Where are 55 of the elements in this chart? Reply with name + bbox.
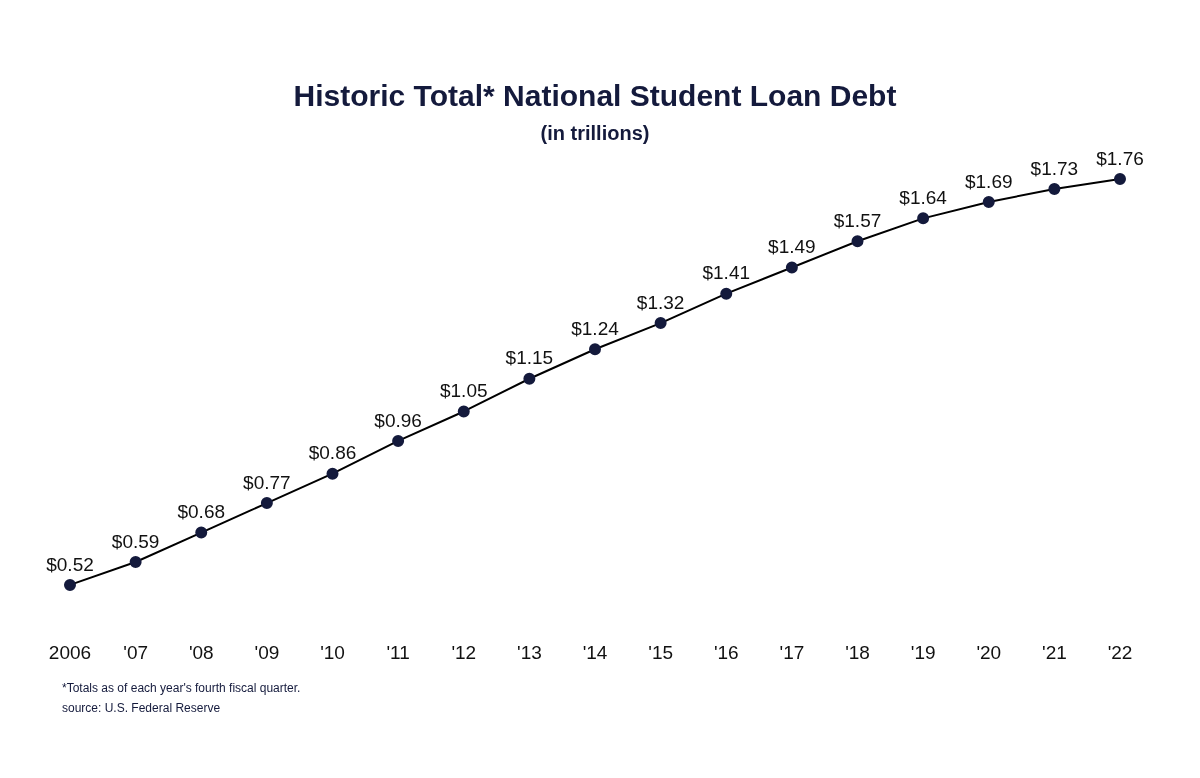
data-label: $1.73 [1030, 157, 1079, 179]
x-tick-label: '22 [1107, 641, 1133, 663]
data-label: $1.76 [1096, 147, 1144, 169]
data-label: $0.52 [46, 553, 94, 575]
point [589, 343, 601, 356]
point [785, 261, 798, 274]
data-label: $1.24 [571, 318, 620, 340]
chart-subtitle: (in trillions) [540, 121, 650, 144]
point [326, 467, 339, 480]
point [1114, 173, 1126, 186]
point [64, 578, 76, 591]
x-tick-label: '18 [845, 641, 870, 663]
data-label: $0.68 [177, 501, 226, 523]
text: *Totals as of each year's fourth fiscal quarter. [62, 681, 301, 695]
data-label: $1.64 [899, 187, 948, 209]
x-tick-label: '08 [188, 641, 214, 663]
point [392, 434, 405, 447]
point [982, 196, 995, 208]
x-tick-label: '07 [123, 641, 149, 663]
point [851, 235, 864, 248]
data-label: $1.41 [702, 262, 751, 284]
point [129, 556, 142, 569]
point [654, 317, 667, 330]
data-label: $1.05 [439, 380, 488, 402]
source-note: source: U.S. Federal Reserve [62, 701, 221, 715]
point [1048, 182, 1061, 195]
x-tick-label: '11 [386, 641, 410, 663]
x-tick-label: '14 [582, 641, 608, 663]
chart-title: Historic Total* National Student Loan Debt [293, 79, 897, 113]
x-tick-label: '13 [516, 641, 542, 663]
x-tick-label: 2006 [48, 641, 92, 663]
x-tick-label: '17 [779, 641, 805, 663]
point [195, 526, 208, 539]
x-tick-label: '21 [1041, 641, 1067, 663]
point [917, 212, 930, 225]
point [457, 405, 470, 418]
x-tick-label: '16 [713, 641, 739, 663]
x-tick-label: '19 [910, 641, 936, 663]
data-label: $1.32 [636, 291, 685, 313]
data-label: $0.77 [243, 471, 291, 493]
data-label: $1.57 [833, 210, 882, 232]
x-tick-label: '20 [976, 641, 1002, 663]
x-tick-label: '12 [451, 641, 477, 663]
data-label: $0.86 [308, 442, 357, 464]
point [260, 497, 273, 510]
x-tick-label: '09 [254, 641, 280, 663]
point [720, 287, 733, 300]
data-label: $1.15 [505, 347, 554, 369]
data-label: $1.49 [768, 236, 816, 258]
x-tick-label: '10 [320, 641, 345, 663]
point [523, 372, 536, 385]
x-tick-label: '15 [648, 641, 674, 663]
data-label: $1.69 [964, 170, 1013, 192]
data-label: $0.96 [374, 409, 422, 431]
data-label: $0.59 [111, 530, 160, 552]
